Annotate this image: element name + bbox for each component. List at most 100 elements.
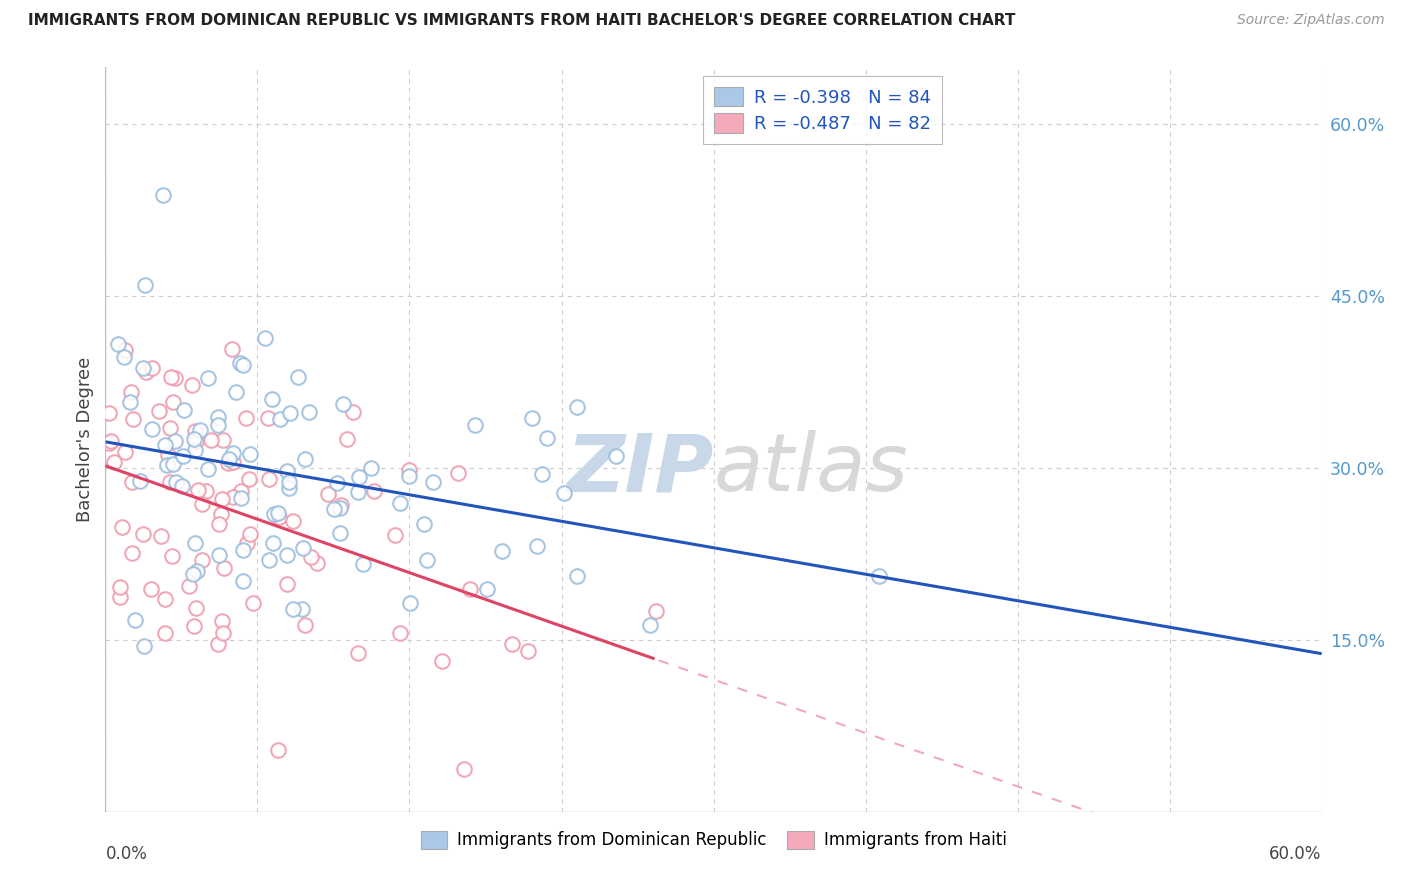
Point [242, 596, 264, 610]
Point [638, 618, 661, 632]
Point [236, 535, 259, 549]
Point [160, 549, 183, 564]
Point [208, 517, 231, 532]
Point [165, 434, 187, 448]
Point [257, 553, 280, 567]
Point [114, 445, 136, 459]
Point [238, 472, 260, 486]
Point [103, 455, 125, 469]
Text: 0.0%: 0.0% [105, 846, 148, 863]
Point [388, 625, 411, 640]
Point [329, 525, 352, 540]
Point [159, 475, 181, 490]
Point [229, 355, 252, 369]
Point [276, 464, 298, 478]
Point [132, 527, 155, 541]
Point [122, 412, 145, 426]
Point [132, 640, 155, 654]
Text: atlas: atlas [713, 430, 908, 508]
Point [453, 762, 475, 776]
Point [239, 526, 262, 541]
Point [208, 548, 231, 562]
Point [135, 365, 157, 379]
Point [475, 582, 498, 596]
Point [148, 403, 170, 417]
Point [181, 566, 204, 581]
Point [277, 481, 299, 495]
Point [217, 457, 239, 471]
Point [263, 508, 285, 522]
Point [332, 397, 354, 411]
Point [173, 402, 195, 417]
Point [299, 550, 322, 565]
Point [184, 442, 207, 457]
Point [121, 475, 143, 489]
Point [526, 539, 548, 553]
Point [262, 392, 284, 406]
Point [266, 742, 288, 756]
Point [97, 435, 120, 450]
Point [868, 568, 890, 582]
Point [150, 529, 173, 543]
Point [159, 370, 181, 384]
Point [276, 577, 298, 591]
Point [565, 400, 588, 414]
Point [131, 361, 153, 376]
Point [307, 557, 329, 571]
Point [520, 411, 543, 425]
Point [207, 418, 229, 433]
Point [398, 468, 420, 483]
Point [165, 475, 187, 489]
Point [184, 536, 207, 550]
Point [153, 591, 176, 606]
Point [254, 331, 277, 345]
Point [184, 601, 207, 615]
Point [187, 483, 209, 497]
Point [283, 515, 305, 529]
Point [186, 434, 208, 448]
Point [605, 449, 627, 463]
Point [141, 422, 163, 436]
Point [222, 455, 245, 469]
Text: ZIP: ZIP [567, 430, 713, 508]
Point [389, 496, 412, 510]
Point [156, 448, 179, 462]
Point [197, 462, 219, 476]
Point [100, 434, 122, 449]
Point [501, 636, 523, 650]
Point [329, 498, 352, 512]
Y-axis label: Bachelor's Degree: Bachelor's Degree [76, 357, 94, 522]
Point [447, 466, 470, 480]
Point [464, 417, 486, 432]
Point [118, 395, 141, 409]
Point [159, 420, 181, 434]
Point [221, 342, 243, 356]
Legend: Immigrants from Dominican Republic, Immigrants from Haiti: Immigrants from Dominican Republic, Immi… [411, 821, 1017, 859]
Text: 60.0%: 60.0% [1270, 846, 1322, 863]
Point [294, 617, 316, 632]
Point [221, 446, 243, 460]
Point [200, 433, 222, 447]
Point [212, 561, 235, 575]
Point [180, 378, 202, 392]
Point [183, 619, 205, 633]
Point [211, 625, 233, 640]
Text: IMMIGRANTS FROM DOMINICAN REPUBLIC VS IMMIGRANTS FROM HAITI BACHELOR'S DEGREE CO: IMMIGRANTS FROM DOMINICAN REPUBLIC VS IM… [28, 13, 1015, 29]
Point [177, 579, 200, 593]
Point [207, 410, 229, 425]
Point [326, 476, 349, 491]
Point [516, 644, 538, 658]
Point [491, 544, 513, 558]
Point [111, 520, 134, 534]
Point [156, 458, 179, 473]
Point [432, 654, 454, 668]
Point [211, 614, 233, 628]
Point [278, 475, 301, 490]
Point [323, 501, 346, 516]
Point [129, 474, 152, 488]
Point [262, 536, 284, 550]
Point [191, 497, 214, 511]
Point [363, 484, 385, 499]
Point [162, 395, 184, 409]
Point [163, 371, 186, 385]
